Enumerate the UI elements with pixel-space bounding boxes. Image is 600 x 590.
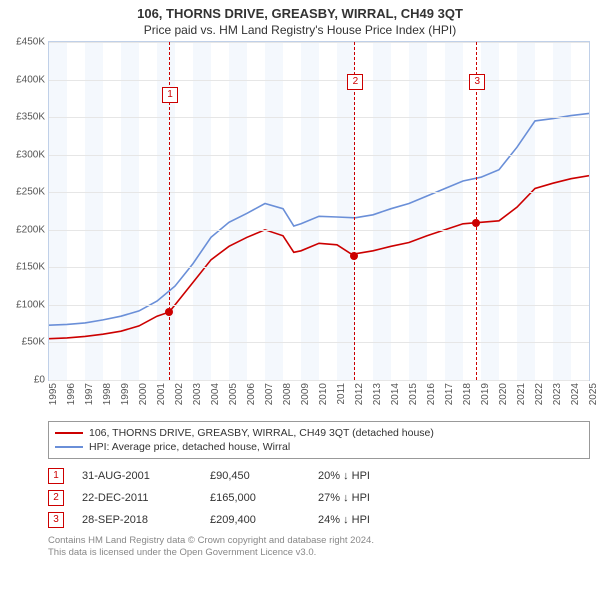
- event-row: 3 28-SEP-2018 £209,400 24% ↓ HPI: [48, 509, 590, 531]
- chart-subtitle: Price paid vs. HM Land Registry's House …: [0, 21, 600, 41]
- y-axis-label: £400K: [16, 74, 45, 85]
- legend-item: 106, THORNS DRIVE, GREASBY, WIRRAL, CH49…: [55, 426, 583, 440]
- x-axis-label: 1995: [48, 383, 59, 405]
- footer-attribution: Contains HM Land Registry data © Crown c…: [48, 535, 590, 560]
- x-axis-label: 2022: [534, 383, 545, 405]
- x-axis-label: 2024: [570, 383, 581, 405]
- series-hpi: [49, 113, 589, 325]
- event-number: 1: [48, 468, 64, 484]
- gridline: [49, 155, 589, 156]
- gridline: [49, 42, 589, 43]
- x-axis-label: 2014: [390, 383, 401, 405]
- event-row: 1 31-AUG-2001 £90,450 20% ↓ HPI: [48, 465, 590, 487]
- event-line: 3: [476, 42, 477, 380]
- event-date: 28-SEP-2018: [82, 514, 192, 526]
- x-axis-label: 2011: [336, 383, 347, 405]
- y-axis-label: £100K: [16, 299, 45, 310]
- x-axis-label: 2013: [372, 383, 383, 405]
- event-price: £209,400: [210, 514, 300, 526]
- series-lines: [49, 42, 589, 380]
- x-axis-label: 2003: [192, 383, 203, 405]
- x-axis-label: 2019: [480, 383, 491, 405]
- x-axis-label: 2025: [588, 383, 599, 405]
- x-axis-label: 2009: [300, 383, 311, 405]
- event-point: [165, 308, 173, 316]
- gridline: [49, 192, 589, 193]
- event-diff: 24% ↓ HPI: [318, 514, 398, 526]
- events-table: 1 31-AUG-2001 £90,450 20% ↓ HPI 2 22-DEC-2011…: [48, 465, 590, 531]
- chart-title: 106, THORNS DRIVE, GREASBY, WIRRAL, CH49…: [0, 0, 600, 21]
- event-diff: 27% ↓ HPI: [318, 492, 398, 504]
- footer-line-2: This data is licensed under the Open Gov…: [48, 547, 590, 559]
- y-axis-label: £50K: [22, 337, 45, 348]
- y-axis-label: £0: [34, 375, 45, 386]
- legend-item: HPI: Average price, detached house, Wirr…: [55, 440, 583, 454]
- x-axis: 1995 1996 1997 1998 1999 2000 2001 2002 2003 2004…: [48, 381, 590, 413]
- plot-area: £0£50K£100K£150K£200K£250K£300K£350K£400…: [48, 41, 590, 381]
- x-axis-label: 2018: [462, 383, 473, 405]
- y-axis-label: £250K: [16, 187, 45, 198]
- x-axis-label: 2002: [174, 383, 185, 405]
- x-axis-label: 2006: [246, 383, 257, 405]
- event-marker: 2: [347, 74, 363, 90]
- x-axis-label: 2007: [264, 383, 275, 405]
- event-point: [350, 252, 358, 260]
- x-axis-label: 1999: [120, 383, 131, 405]
- y-axis-label: £150K: [16, 262, 45, 273]
- event-line: 2: [354, 42, 355, 380]
- x-axis-label: 2004: [210, 383, 221, 405]
- x-axis-label: 2015: [408, 383, 419, 405]
- x-axis-label: 2008: [282, 383, 293, 405]
- gridline: [49, 342, 589, 343]
- x-axis-label: 2010: [318, 383, 329, 405]
- event-point: [472, 219, 480, 227]
- event-price: £165,000: [210, 492, 300, 504]
- x-axis-label: 1997: [84, 383, 95, 405]
- x-axis-label: 2012: [354, 383, 365, 405]
- footer-line-1: Contains HM Land Registry data © Crown c…: [48, 535, 590, 547]
- event-row: 2 22-DEC-2011 £165,000 27% ↓ HPI: [48, 487, 590, 509]
- x-axis-label: 2020: [498, 383, 509, 405]
- legend-swatch: [55, 432, 83, 434]
- x-axis-label: 2005: [228, 383, 239, 405]
- x-axis-label: 2000: [138, 383, 149, 405]
- gridline: [49, 305, 589, 306]
- legend-swatch: [55, 446, 83, 448]
- event-marker: 1: [162, 87, 178, 103]
- x-axis-label: 1998: [102, 383, 113, 405]
- gridline: [49, 117, 589, 118]
- x-axis-label: 2016: [426, 383, 437, 405]
- x-axis-label: 2001: [156, 383, 167, 405]
- y-axis-label: £200K: [16, 224, 45, 235]
- legend-label: 106, THORNS DRIVE, GREASBY, WIRRAL, CH49…: [89, 427, 434, 439]
- event-price: £90,450: [210, 470, 300, 482]
- y-axis-label: £300K: [16, 149, 45, 160]
- y-axis-label: £450K: [16, 37, 45, 48]
- event-line: 1: [169, 42, 170, 380]
- event-number: 3: [48, 512, 64, 528]
- event-date: 22-DEC-2011: [82, 492, 192, 504]
- x-axis-label: 1996: [66, 383, 77, 405]
- event-number: 2: [48, 490, 64, 506]
- x-axis-label: 2023: [552, 383, 563, 405]
- gridline: [49, 230, 589, 231]
- legend: 106, THORNS DRIVE, GREASBY, WIRRAL, CH49…: [48, 421, 590, 459]
- x-axis-label: 2021: [516, 383, 527, 405]
- chart-container: 106, THORNS DRIVE, GREASBY, WIRRAL, CH49…: [0, 0, 600, 560]
- x-axis-label: 2017: [444, 383, 455, 405]
- event-marker: 3: [469, 74, 485, 90]
- gridline: [49, 267, 589, 268]
- gridline: [49, 80, 589, 81]
- y-axis-label: £350K: [16, 112, 45, 123]
- event-diff: 20% ↓ HPI: [318, 470, 398, 482]
- event-date: 31-AUG-2001: [82, 470, 192, 482]
- legend-label: HPI: Average price, detached house, Wirr…: [89, 441, 290, 453]
